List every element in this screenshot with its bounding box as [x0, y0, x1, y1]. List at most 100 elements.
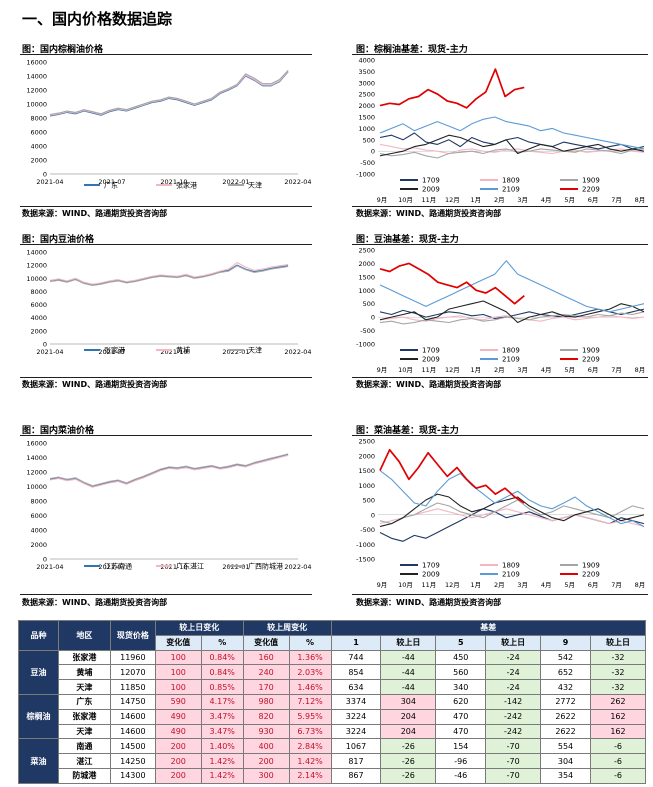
x-tick-label: 4月: [541, 366, 552, 374]
legend-label: 2009: [422, 571, 440, 579]
fig-title-soy-price: 图：国内豆油价格: [22, 235, 95, 245]
value-cell: -6: [589, 753, 647, 769]
x-tick-label: 5月: [564, 196, 575, 204]
x-tick-label: 10月: [398, 366, 413, 374]
series-line-江苏南通: [49, 454, 289, 488]
y-tick-label: 3500: [358, 68, 375, 76]
header-spot-price: 现货价格: [109, 620, 156, 651]
value-cell: 300: [242, 767, 290, 784]
series-line-1709: [379, 132, 645, 150]
x-tick-label: 9月: [377, 196, 388, 204]
x-tick-label: 4月: [541, 581, 552, 589]
source-note: 数据来源：WIND、路通期货投资咨询部: [356, 598, 502, 607]
value-cell: 490: [154, 723, 202, 740]
region-cell: 湛江: [57, 753, 111, 769]
header-region: 地区: [57, 620, 111, 651]
value-cell: 4.17%: [200, 693, 244, 710]
value-cell: 170: [242, 679, 290, 695]
y-tick-label: 2000: [358, 102, 375, 110]
value-cell: 1.46%: [288, 679, 332, 695]
y-tick-label: 14000: [26, 249, 47, 257]
x-tick-label: 3月: [517, 196, 528, 204]
y-tick-label: -500: [360, 159, 375, 167]
y-tick-label: 6000: [30, 301, 47, 309]
legend-label: 2209: [582, 571, 600, 579]
y-tick-label: 2000: [358, 452, 375, 460]
value-cell: 262: [589, 693, 647, 710]
value-cell: 854: [330, 664, 382, 681]
series-line-2209: [379, 262, 525, 305]
value-cell: 162: [589, 723, 647, 740]
region-cell: 天津: [57, 679, 111, 695]
value-cell: 0.85%: [200, 679, 244, 695]
x-tick-label: 2021-10: [160, 178, 187, 186]
x-tick-label: 12月: [445, 196, 460, 204]
value-cell: 2622: [540, 708, 591, 725]
value-cell: 470: [435, 723, 487, 740]
y-tick-label: 0: [43, 556, 47, 564]
value-cell: 154: [435, 738, 487, 755]
value-cell: 0.84%: [200, 664, 244, 681]
y-tick-label: 16000: [26, 59, 47, 67]
legend-label: 1709: [422, 177, 440, 185]
y-tick-label: -1500: [356, 556, 375, 564]
value-cell: -70: [485, 738, 542, 755]
value-cell: 432: [540, 679, 591, 695]
y-tick-label: 2500: [358, 438, 375, 446]
value-cell: 12070: [109, 664, 156, 681]
y-tick-label: 8000: [30, 115, 47, 123]
legend-label: 广东湛江: [176, 562, 204, 571]
value-cell: 14600: [109, 708, 156, 725]
subheader-cell: %: [288, 634, 332, 651]
title-rule: [20, 244, 312, 245]
region-cell: 天津: [57, 723, 111, 740]
header-basis: 基差: [330, 620, 647, 636]
value-cell: -26: [380, 753, 437, 769]
x-tick-label: 2022-01: [222, 178, 249, 186]
value-cell: 542: [540, 649, 591, 666]
legend-label: 1909: [582, 177, 600, 185]
source-rule: [352, 206, 648, 207]
legend-label: 张家港: [176, 181, 197, 190]
subheader-cell: 较上日: [589, 634, 647, 651]
y-tick-label: -1000: [356, 341, 375, 349]
value-cell: -142: [485, 693, 542, 710]
x-tick-label: 2021-07: [98, 563, 125, 571]
region-cell: 张家港: [57, 649, 111, 666]
value-cell: 240: [242, 664, 290, 681]
region-cell: 防城港: [57, 767, 111, 784]
value-cell: 634: [330, 679, 382, 695]
y-tick-label: 12000: [26, 262, 47, 270]
fig-title-rapeseed-price: 图：国内菜油价格: [22, 426, 95, 436]
legend-label: 江苏南通: [104, 562, 132, 571]
value-cell: 1.42%: [288, 753, 332, 769]
value-cell: -26: [380, 767, 437, 784]
y-tick-label: 1000: [358, 287, 375, 295]
x-tick-label: 2022-04: [284, 348, 311, 356]
y-tick-label: 10000: [26, 101, 47, 109]
x-tick-label: 2021-10: [160, 348, 187, 356]
table-row: 菜油 南通 14500 200 1.40% 400 2.84% 1067 -26 154 -70 55…: [18, 738, 647, 784]
y-tick-label: 1500: [358, 114, 375, 122]
series-line-黄埔: [49, 261, 289, 285]
series-line-2009: [379, 493, 645, 528]
value-cell: -24: [485, 679, 542, 695]
value-cell: 200: [154, 753, 202, 769]
value-cell: -32: [589, 664, 647, 681]
x-tick-label: 10月: [398, 196, 413, 204]
palm-oil-basis-chart: 4000 3500 3000 2500 2000 1500 1000 500 0 -500 -100…: [356, 57, 645, 205]
value-cell: 100: [154, 679, 202, 695]
x-tick-label: 9月: [377, 366, 388, 374]
y-tick-label: 0: [371, 148, 375, 156]
value-cell: -6: [589, 738, 647, 755]
y-tick-label: 8000: [30, 288, 47, 296]
value-cell: 200: [154, 767, 202, 784]
value-cell: 100: [154, 664, 202, 681]
legend-label: 2209: [582, 186, 600, 194]
table-row: 天津 14600 490 3.47% 930 6.73% 3224 204 470 -242 262…: [19, 723, 647, 740]
y-tick-label: 0: [371, 511, 375, 519]
x-tick-label: 7月: [611, 196, 622, 204]
value-cell: 14600: [109, 723, 156, 740]
y-tick-label: 500: [363, 136, 375, 144]
legend-label: 1909: [582, 562, 600, 570]
